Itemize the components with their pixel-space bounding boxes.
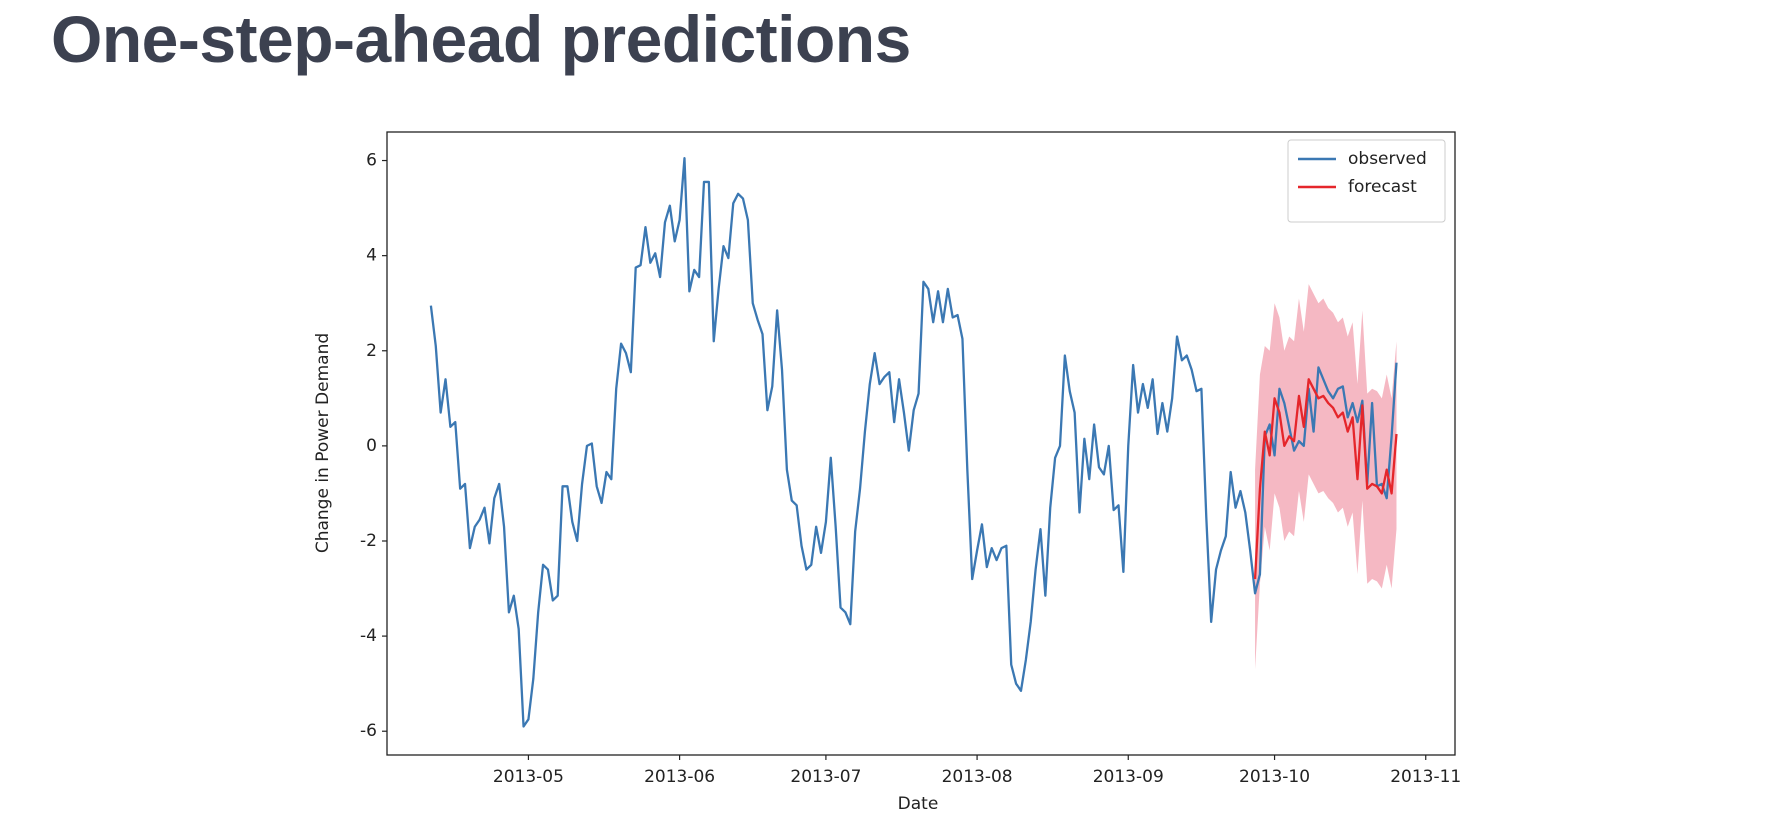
y-tick-label: -6 [360, 721, 377, 741]
page-title: One-step-ahead predictions [51, 2, 911, 76]
y-tick-label: -4 [360, 626, 377, 646]
y-tick-label: 6 [366, 151, 377, 171]
y-tick-label: 2 [366, 341, 377, 361]
x-tick-label: 2013-08 [942, 767, 1013, 787]
x-axis-label: Date [898, 794, 939, 814]
x-tick-label: 2013-05 [493, 767, 564, 787]
x-tick-label: 2013-09 [1093, 767, 1164, 787]
y-tick-label: 4 [366, 246, 377, 266]
y-tick-label: -2 [360, 531, 377, 551]
y-axis-label: Change in Power Demand [313, 333, 333, 553]
y-tick-label: 0 [366, 436, 377, 456]
x-tick-label: 2013-11 [1390, 767, 1461, 787]
x-tick-label: 2013-07 [790, 767, 861, 787]
confidence-band [1255, 284, 1397, 670]
series-line [429, 157, 1398, 728]
legend-label: forecast [1348, 177, 1417, 197]
legend-label: observed [1348, 149, 1427, 169]
x-tick-label: 2013-06 [644, 767, 715, 787]
x-tick-label: 2013-10 [1239, 767, 1310, 787]
legend-box [1287, 139, 1446, 223]
series-line [1253, 378, 1398, 580]
plot-frame [386, 131, 1456, 756]
